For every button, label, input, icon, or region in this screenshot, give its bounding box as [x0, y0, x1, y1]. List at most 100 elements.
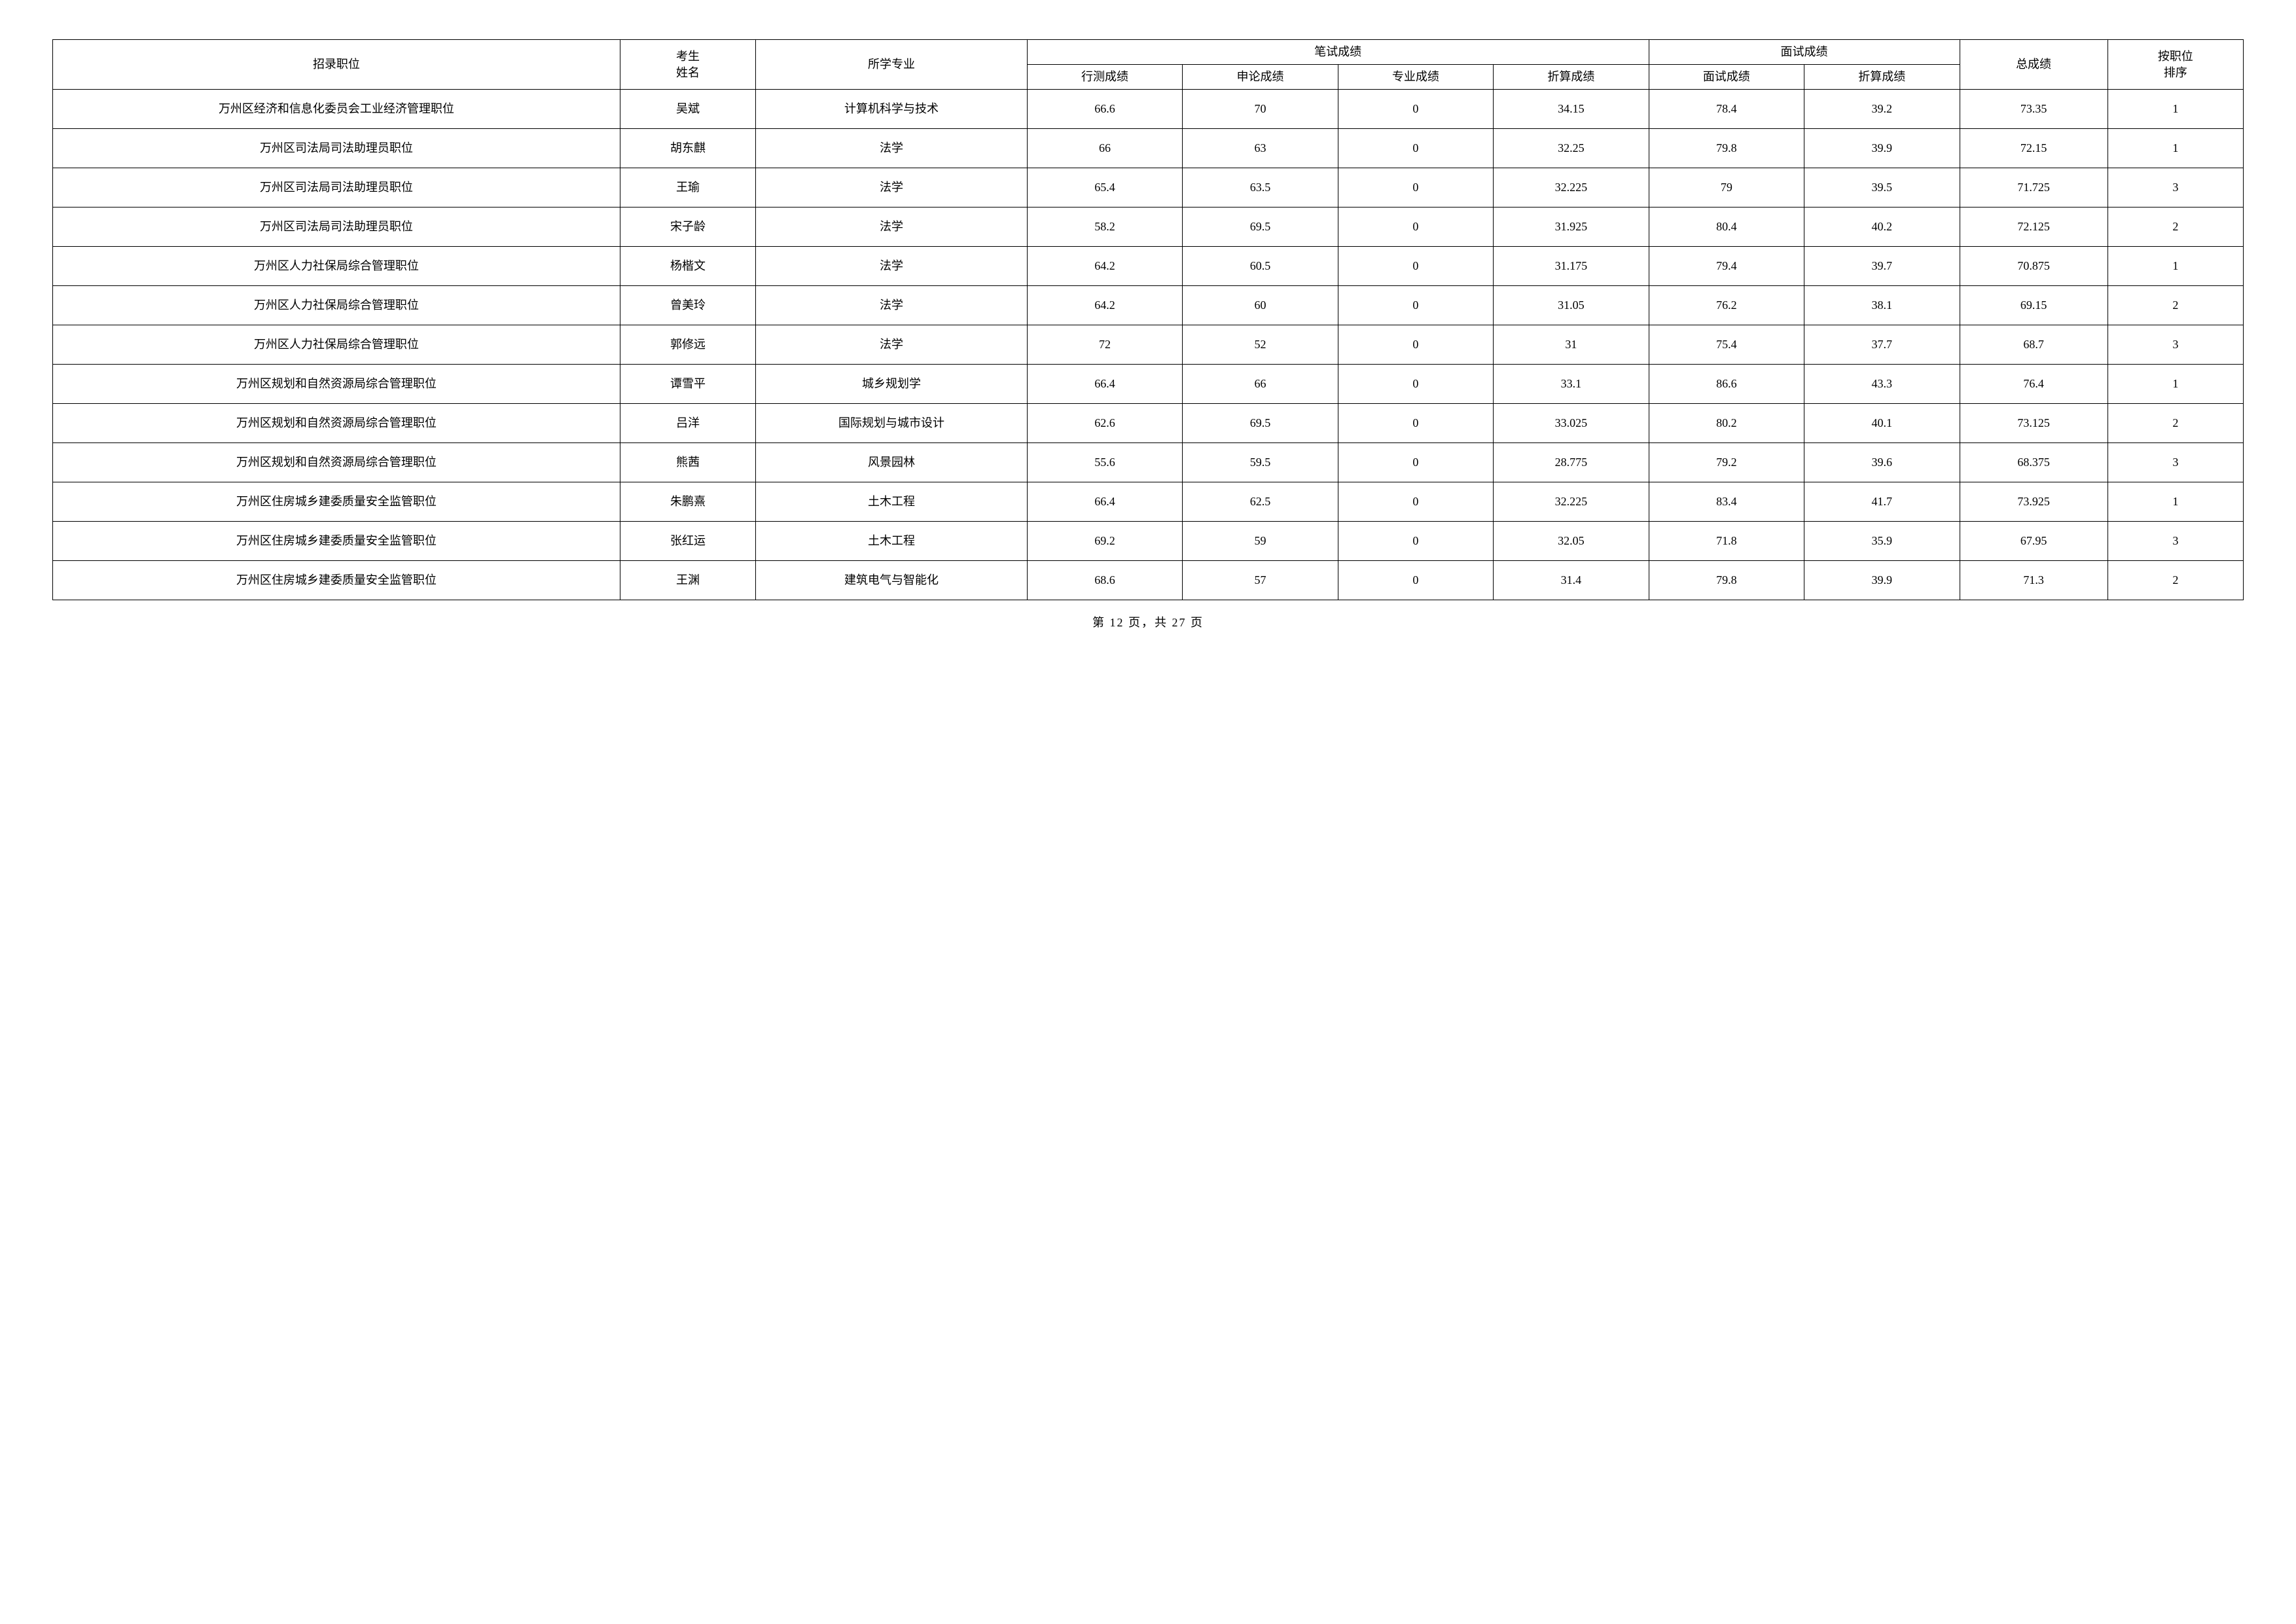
cell-total: 73.925: [1960, 482, 2108, 522]
cell-rank: 1: [2108, 365, 2243, 404]
cell-written_calc: 31.4: [1494, 561, 1649, 600]
cell-name: 张红运: [620, 522, 755, 561]
cell-total: 76.4: [1960, 365, 2108, 404]
table-body: 万州区经济和信息化委员会工业经济管理职位吴斌计算机科学与技术66.670034.…: [53, 90, 2244, 600]
table-row: 万州区住房城乡建委质量安全监管职位王渊建筑电气与智能化68.657031.479…: [53, 561, 2244, 600]
cell-written_calc: 32.25: [1494, 129, 1649, 168]
cell-xingce: 66.4: [1027, 482, 1182, 522]
cell-major: 国际规划与城市设计: [756, 404, 1028, 443]
cell-written_calc: 32.225: [1494, 168, 1649, 208]
cell-interview_score: 86.6: [1649, 365, 1804, 404]
cell-name: 吴斌: [620, 90, 755, 129]
cell-position: 万州区司法局司法助理员职位: [53, 208, 620, 247]
cell-major: 土木工程: [756, 522, 1028, 561]
cell-pro: 0: [1338, 90, 1493, 129]
cell-shenlun: 69.5: [1183, 404, 1338, 443]
cell-major: 风景园林: [756, 443, 1028, 482]
cell-position: 万州区住房城乡建委质量安全监管职位: [53, 522, 620, 561]
cell-interview_calc: 35.9: [1804, 522, 1960, 561]
table-row: 万州区司法局司法助理员职位宋子龄法学58.269.5031.92580.440.…: [53, 208, 2244, 247]
cell-total: 72.15: [1960, 129, 2108, 168]
cell-written_calc: 31.175: [1494, 247, 1649, 286]
cell-position: 万州区司法局司法助理员职位: [53, 168, 620, 208]
cell-written_calc: 31.925: [1494, 208, 1649, 247]
cell-shenlun: 60.5: [1183, 247, 1338, 286]
cell-position: 万州区人力社保局综合管理职位: [53, 286, 620, 325]
cell-pro: 0: [1338, 247, 1493, 286]
header-position: 招录职位: [53, 40, 620, 90]
cell-written_calc: 31: [1494, 325, 1649, 365]
cell-shenlun: 63: [1183, 129, 1338, 168]
header-pro: 专业成绩: [1338, 65, 1493, 90]
cell-position: 万州区司法局司法助理员职位: [53, 129, 620, 168]
cell-pro: 0: [1338, 129, 1493, 168]
cell-written_calc: 32.05: [1494, 522, 1649, 561]
table-row: 万州区住房城乡建委质量安全监管职位朱鹏熹土木工程66.462.5032.2258…: [53, 482, 2244, 522]
cell-name: 杨楷文: [620, 247, 755, 286]
cell-interview_score: 80.2: [1649, 404, 1804, 443]
cell-name: 王渊: [620, 561, 755, 600]
cell-rank: 3: [2108, 325, 2243, 365]
cell-major: 土木工程: [756, 482, 1028, 522]
cell-rank: 2: [2108, 286, 2243, 325]
table-row: 万州区住房城乡建委质量安全监管职位张红运土木工程69.259032.0571.8…: [53, 522, 2244, 561]
cell-interview_score: 79.2: [1649, 443, 1804, 482]
cell-major: 法学: [756, 247, 1028, 286]
table-row: 万州区规划和自然资源局综合管理职位谭雪平城乡规划学66.466033.186.6…: [53, 365, 2244, 404]
cell-written_calc: 33.1: [1494, 365, 1649, 404]
cell-shenlun: 57: [1183, 561, 1338, 600]
cell-interview_score: 80.4: [1649, 208, 1804, 247]
cell-interview_score: 78.4: [1649, 90, 1804, 129]
cell-shenlun: 59: [1183, 522, 1338, 561]
header-written-calc: 折算成绩: [1494, 65, 1649, 90]
header-rank: 按职位排序: [2108, 40, 2243, 90]
cell-xingce: 64.2: [1027, 247, 1182, 286]
cell-total: 68.7: [1960, 325, 2108, 365]
score-table: 招录职位 考生姓名 所学专业 笔试成绩 面试成绩 总成绩 按职位排序 行测成绩 …: [52, 39, 2244, 600]
table-row: 万州区人力社保局综合管理职位杨楷文法学64.260.5031.17579.439…: [53, 247, 2244, 286]
cell-pro: 0: [1338, 208, 1493, 247]
cell-pro: 0: [1338, 286, 1493, 325]
cell-xingce: 58.2: [1027, 208, 1182, 247]
cell-written_calc: 32.225: [1494, 482, 1649, 522]
cell-major: 法学: [756, 129, 1028, 168]
cell-position: 万州区规划和自然资源局综合管理职位: [53, 365, 620, 404]
cell-interview_calc: 39.9: [1804, 129, 1960, 168]
cell-position: 万州区规划和自然资源局综合管理职位: [53, 443, 620, 482]
cell-total: 70.875: [1960, 247, 2108, 286]
cell-interview_calc: 40.1: [1804, 404, 1960, 443]
cell-pro: 0: [1338, 561, 1493, 600]
cell-interview_calc: 43.3: [1804, 365, 1960, 404]
cell-major: 法学: [756, 168, 1028, 208]
cell-total: 71.3: [1960, 561, 2108, 600]
cell-interview_score: 71.8: [1649, 522, 1804, 561]
cell-shenlun: 63.5: [1183, 168, 1338, 208]
table-row: 万州区司法局司法助理员职位胡东麒法学6663032.2579.839.972.1…: [53, 129, 2244, 168]
cell-pro: 0: [1338, 325, 1493, 365]
cell-name: 胡东麒: [620, 129, 755, 168]
cell-name: 王瑜: [620, 168, 755, 208]
cell-name: 谭雪平: [620, 365, 755, 404]
cell-position: 万州区规划和自然资源局综合管理职位: [53, 404, 620, 443]
cell-xingce: 62.6: [1027, 404, 1182, 443]
cell-xingce: 72: [1027, 325, 1182, 365]
cell-written_calc: 33.025: [1494, 404, 1649, 443]
cell-position: 万州区住房城乡建委质量安全监管职位: [53, 482, 620, 522]
header-interview-calc: 折算成绩: [1804, 65, 1960, 90]
cell-total: 72.125: [1960, 208, 2108, 247]
cell-shenlun: 70: [1183, 90, 1338, 129]
table-row: 万州区经济和信息化委员会工业经济管理职位吴斌计算机科学与技术66.670034.…: [53, 90, 2244, 129]
cell-interview_calc: 39.7: [1804, 247, 1960, 286]
cell-name: 郭修远: [620, 325, 755, 365]
cell-interview_score: 83.4: [1649, 482, 1804, 522]
cell-total: 67.95: [1960, 522, 2108, 561]
cell-position: 万州区人力社保局综合管理职位: [53, 325, 620, 365]
cell-xingce: 66.6: [1027, 90, 1182, 129]
cell-rank: 3: [2108, 168, 2243, 208]
header-written-group: 笔试成绩: [1027, 40, 1649, 65]
cell-interview_calc: 39.9: [1804, 561, 1960, 600]
header-interview-group: 面试成绩: [1649, 40, 1960, 65]
cell-total: 68.375: [1960, 443, 2108, 482]
cell-interview_score: 79.4: [1649, 247, 1804, 286]
cell-shenlun: 62.5: [1183, 482, 1338, 522]
